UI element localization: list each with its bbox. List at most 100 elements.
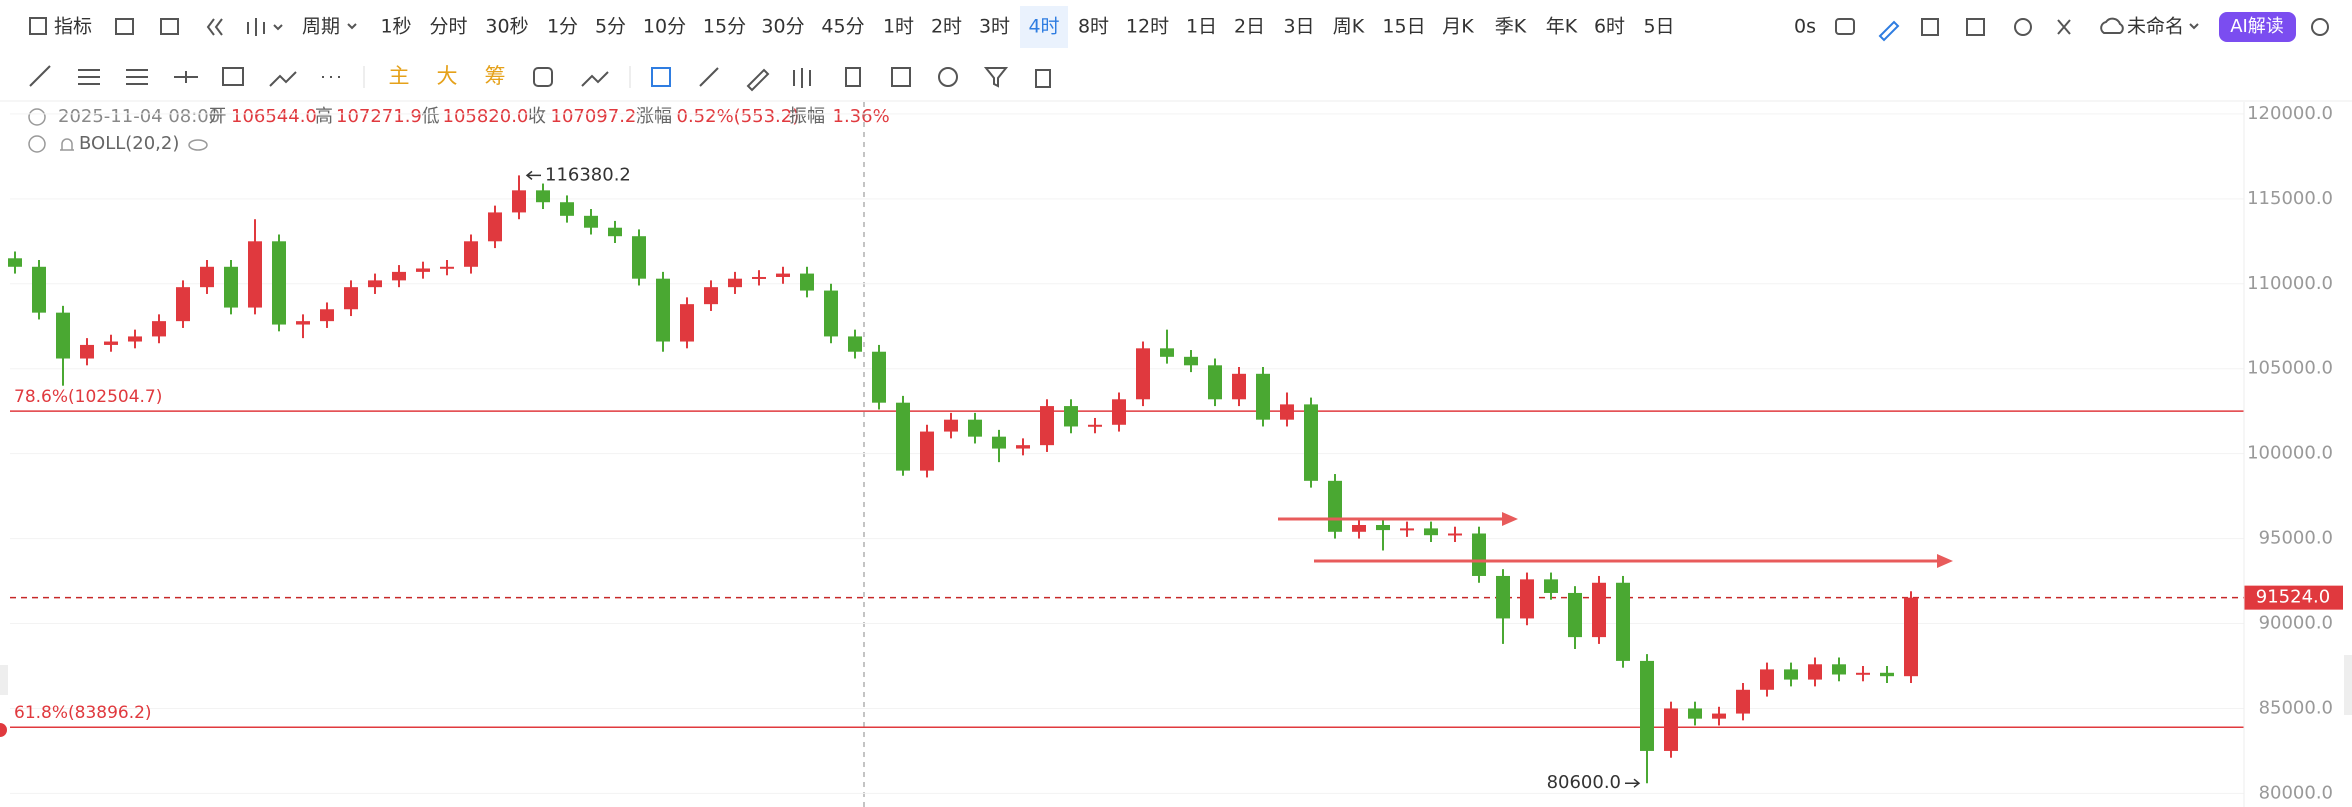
candle-body — [680, 304, 694, 342]
pattern-tool[interactable] — [269, 71, 297, 87]
note-tool[interactable] — [891, 67, 911, 87]
hline-tool[interactable] — [174, 71, 198, 83]
share-icon[interactable] — [2311, 18, 2329, 36]
rect-tool[interactable] — [222, 67, 244, 86]
interval-button[interactable]: 1日 — [1186, 16, 1217, 38]
candle-body — [1496, 575, 1510, 619]
interval-button[interactable]: 1秒 — [380, 16, 411, 38]
brush-tool[interactable] — [746, 68, 770, 92]
info-label: 振幅 — [789, 106, 825, 127]
interval-button[interactable]: 45分 — [821, 16, 864, 38]
chips-tool[interactable]: 筹 — [485, 64, 506, 88]
interval-button[interactable]: 季K — [1495, 16, 1527, 38]
info-value: 106544.0 — [231, 106, 317, 127]
candle-body — [1712, 713, 1726, 719]
fib-label: 61.8%(83896.2) — [14, 703, 152, 723]
interval-button[interactable]: 5分 — [595, 16, 626, 38]
collapse-icon[interactable] — [28, 135, 46, 153]
bell-icon[interactable] — [60, 138, 74, 151]
interval-button[interactable]: 月K — [1442, 16, 1474, 38]
interval-button[interactable]: 周K — [1333, 16, 1365, 38]
big-tool[interactable]: 大 — [437, 64, 458, 88]
min-arrow — [1625, 778, 1641, 788]
copy-tool[interactable] — [651, 67, 671, 87]
interval-selected-bg — [1020, 6, 1068, 48]
filter-tool[interactable] — [983, 67, 1009, 88]
interval-button[interactable]: 5日 — [1643, 16, 1674, 38]
candle-body — [920, 431, 934, 471]
interval-button[interactable]: 年K — [1546, 16, 1578, 38]
candle-body — [320, 309, 334, 322]
channel-tool[interactable] — [78, 69, 100, 85]
interval-button[interactable]: 3时 — [979, 16, 1010, 38]
template-icon[interactable] — [115, 18, 134, 35]
fullscreen-icon[interactable] — [1921, 18, 1939, 36]
interval-button[interactable]: 2时 — [931, 16, 962, 38]
expand-icon[interactable] — [2057, 19, 2071, 35]
interval-button[interactable]: 4时 — [1028, 16, 1059, 38]
candle-body — [1160, 348, 1174, 357]
interval-button[interactable]: 12时 — [1126, 16, 1169, 38]
info-label: 涨幅 — [636, 106, 672, 127]
main-tool[interactable]: 主 — [389, 64, 410, 88]
candle-body — [488, 212, 502, 242]
period-button[interactable]: 周期 — [302, 16, 340, 38]
indicator-button[interactable]: 指标 — [54, 16, 92, 38]
trend-tool[interactable] — [581, 71, 609, 87]
interval-button[interactable]: 15分 — [703, 16, 746, 38]
right-scroll[interactable] — [2344, 655, 2352, 715]
candle-body — [32, 266, 46, 313]
y-tick-label: 105000.0 — [2247, 358, 2333, 379]
camera-icon[interactable] — [1835, 18, 1855, 35]
interval-button[interactable]: 15日 — [1382, 16, 1425, 38]
fib-tool[interactable] — [126, 69, 148, 85]
candle-body — [704, 287, 718, 305]
candle-body — [224, 266, 238, 308]
candle-body — [968, 419, 982, 437]
candle-body — [176, 287, 190, 322]
left-scroll[interactable] — [0, 665, 8, 695]
candle-body — [1520, 579, 1534, 619]
draw-icon[interactable] — [1878, 20, 1900, 42]
collapse-icon[interactable] — [28, 108, 46, 126]
candle-body — [1448, 533, 1462, 536]
timer: 0s — [1794, 16, 1816, 38]
lock-tool[interactable] — [845, 67, 861, 87]
replay-icon[interactable] — [206, 18, 223, 36]
info-value: 1.36% — [833, 106, 890, 127]
ai-button[interactable]: AI解读 — [2230, 16, 2284, 37]
interval-button[interactable]: 2日 — [1234, 16, 1265, 38]
interval-button[interactable]: 30分 — [761, 16, 804, 38]
sync-tool[interactable] — [533, 67, 553, 87]
settings-icon[interactable] — [2014, 18, 2032, 36]
ruler-tool[interactable] — [699, 67, 719, 87]
arrow-head — [1502, 512, 1518, 526]
chart-type-icon[interactable] — [247, 18, 283, 36]
candle-tool[interactable] — [793, 68, 811, 88]
interval-button[interactable]: 30秒 — [485, 16, 528, 38]
interval-button[interactable]: 1分 — [547, 16, 578, 38]
indicator-icon[interactable] — [29, 17, 47, 35]
line-tool[interactable] — [29, 65, 51, 87]
candle-body — [1472, 533, 1486, 576]
interval-button[interactable]: 8时 — [1078, 16, 1109, 38]
interval-button[interactable]: 6时 — [1594, 16, 1625, 38]
y-tick-label: 100000.0 — [2247, 443, 2333, 464]
candle-body — [1664, 708, 1678, 751]
left-handle[interactable] — [0, 723, 7, 737]
delete-tool[interactable] — [1035, 69, 1051, 88]
layout-icon[interactable] — [160, 18, 179, 35]
y-tick-label: 115000.0 — [2247, 188, 2333, 209]
layout-name[interactable]: 未命名 — [2127, 16, 2184, 38]
settings-panel-icon[interactable] — [1966, 18, 1985, 36]
info-label: 开 — [209, 106, 227, 127]
candle-body — [752, 276, 766, 279]
interval-list: 1秒 分时 30秒 1分 5分 10分 15分 30分 45分 1时 2时 3时 4时 8时 12时 1日 2日… — [380, 6, 1675, 48]
interval-button[interactable]: 分时 — [429, 16, 467, 38]
ai-button-bg[interactable] — [2219, 12, 2296, 42]
magnet-tool[interactable] — [938, 67, 958, 87]
interval-button[interactable]: 1时 — [883, 16, 914, 38]
hide-icon[interactable] — [188, 139, 208, 151]
interval-button[interactable]: 3日 — [1283, 16, 1314, 38]
interval-button[interactable]: 10分 — [643, 16, 686, 38]
